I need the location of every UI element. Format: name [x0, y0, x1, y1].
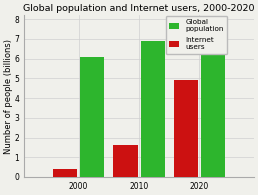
Y-axis label: Number of people (billions): Number of people (billions) — [4, 39, 13, 154]
Bar — [53, 169, 77, 177]
Legend: Global
population, Internet
users: Global population, Internet users — [166, 16, 227, 54]
Bar — [201, 23, 225, 177]
Bar — [113, 145, 138, 177]
Bar — [141, 41, 165, 177]
Bar — [80, 57, 104, 177]
Bar — [174, 80, 198, 177]
Title: Global population and Internet users, 2000-2020: Global population and Internet users, 20… — [23, 4, 255, 13]
